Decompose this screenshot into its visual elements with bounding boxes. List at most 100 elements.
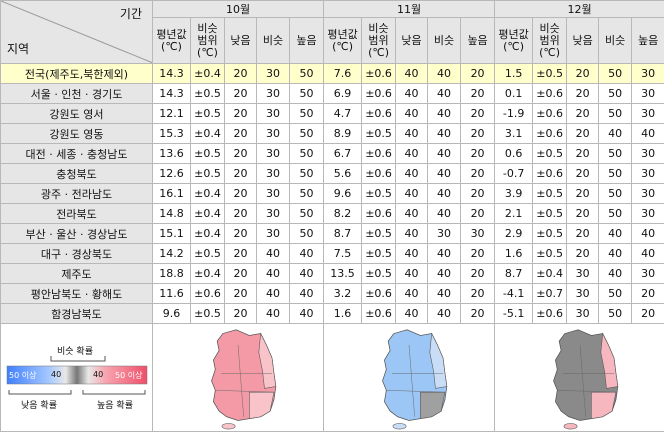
mean-value: 1.5 xyxy=(495,64,533,84)
range-value: ±0.4 xyxy=(191,264,225,284)
prob-near: 30 xyxy=(257,84,290,104)
prob-above: 40 xyxy=(290,264,324,284)
mean-value: 1.6 xyxy=(495,244,533,264)
prob-above: 30 xyxy=(632,144,664,164)
range-value: ±0.4 xyxy=(191,224,225,244)
legend-above-prob: 높음 확률 xyxy=(97,398,133,411)
prob-near: 40 xyxy=(428,144,461,164)
subheader-below-2: 낮음 xyxy=(567,18,599,64)
subheader-text: 비슷 xyxy=(191,23,224,35)
prob-above: 30 xyxy=(632,204,664,224)
prob-near: 50 xyxy=(599,204,632,224)
region-name: 제주도 xyxy=(1,264,153,284)
prob-near: 30 xyxy=(257,104,290,124)
prob-below: 30 xyxy=(567,304,599,324)
mean-value: 15.3 xyxy=(153,124,191,144)
prob-above: 40 xyxy=(632,224,664,244)
legend-label-above40: 40 xyxy=(93,370,103,379)
subheader-text: 비슷 xyxy=(599,35,631,47)
prob-below: 20 xyxy=(567,84,599,104)
mean-value: 3.9 xyxy=(495,184,533,204)
range-value: ±0.6 xyxy=(533,104,567,124)
region-label: 지역 xyxy=(7,40,29,57)
subheader-below-1: 낮음 xyxy=(396,18,428,64)
prob-above: 20 xyxy=(461,84,495,104)
prob-near: 30 xyxy=(257,144,290,164)
prob-near: 30 xyxy=(257,204,290,224)
prob-near: 40 xyxy=(428,64,461,84)
prob-above: 20 xyxy=(632,304,664,324)
prob-below: 40 xyxy=(396,224,428,244)
korea-map xyxy=(349,326,469,430)
prob-near: 40 xyxy=(428,244,461,264)
mean-value: 8.9 xyxy=(324,124,362,144)
range-value: ±0.5 xyxy=(191,84,225,104)
legend-near-prob: 비슷 확률 xyxy=(57,344,93,357)
prob-above: 20 xyxy=(461,144,495,164)
subheader-mean-1: 평년값(℃) xyxy=(324,18,362,64)
range-value: ±0.5 xyxy=(533,224,567,244)
prob-near: 40 xyxy=(599,224,632,244)
prob-below: 40 xyxy=(396,264,428,284)
region-name: 서울 · 인천 · 경기도 xyxy=(1,84,153,104)
range-value: ±0.5 xyxy=(362,264,396,284)
subheader-text: 평년값 xyxy=(324,29,361,41)
mean-value: 18.8 xyxy=(153,264,191,284)
prob-above: 20 xyxy=(461,264,495,284)
prob-above: 20 xyxy=(461,104,495,124)
subheader-text: 낮음 xyxy=(225,35,256,47)
prob-near: 40 xyxy=(257,304,290,324)
map-december xyxy=(495,324,664,432)
range-value: ±0.6 xyxy=(362,144,396,164)
prob-above: 40 xyxy=(290,304,324,324)
mean-value: 6.9 xyxy=(324,84,362,104)
prob-below: 40 xyxy=(396,104,428,124)
subheader-mean-2: 평년값(℃) xyxy=(495,18,533,64)
map-jeju xyxy=(222,423,235,429)
range-value: ±0.6 xyxy=(362,304,396,324)
prob-near: 30 xyxy=(428,224,461,244)
mean-value: 14.8 xyxy=(153,204,191,224)
range-value: ±0.4 xyxy=(533,264,567,284)
region-name: 평안남북도 · 황해도 xyxy=(1,284,153,304)
mean-value: 11.6 xyxy=(153,284,191,304)
prob-below: 20 xyxy=(567,204,599,224)
prob-above: 20 xyxy=(461,284,495,304)
prob-below: 20 xyxy=(225,84,257,104)
prob-near: 40 xyxy=(599,244,632,264)
prob-near: 30 xyxy=(257,124,290,144)
mean-value: 8.7 xyxy=(324,224,362,244)
subheader-text: 높음 xyxy=(290,35,323,47)
range-value: ±0.5 xyxy=(533,144,567,164)
prob-above: 20 xyxy=(632,284,664,304)
prob-below: 20 xyxy=(567,104,599,124)
subheader-above-1: 높음 xyxy=(461,18,495,64)
prob-above: 40 xyxy=(290,284,324,304)
prob-above: 50 xyxy=(290,84,324,104)
range-value: ±0.4 xyxy=(191,124,225,144)
prob-below: 20 xyxy=(567,184,599,204)
prob-above: 50 xyxy=(290,184,324,204)
korea-map xyxy=(178,326,298,430)
region-name: 함경남북도 xyxy=(1,304,153,324)
prob-near: 50 xyxy=(599,64,632,84)
subheader-text: 비슷 xyxy=(533,23,566,35)
range-value: ±0.6 xyxy=(362,64,396,84)
map-southeast-region xyxy=(249,392,274,418)
region-name: 충청북도 xyxy=(1,164,153,184)
prob-above: 30 xyxy=(632,104,664,124)
mean-value: 9.6 xyxy=(324,184,362,204)
prob-below: 40 xyxy=(396,284,428,304)
mean-value: 5.6 xyxy=(324,164,362,184)
prob-above: 20 xyxy=(461,164,495,184)
mean-value: 15.1 xyxy=(153,224,191,244)
prob-near: 30 xyxy=(257,64,290,84)
prob-below: 30 xyxy=(567,264,599,284)
